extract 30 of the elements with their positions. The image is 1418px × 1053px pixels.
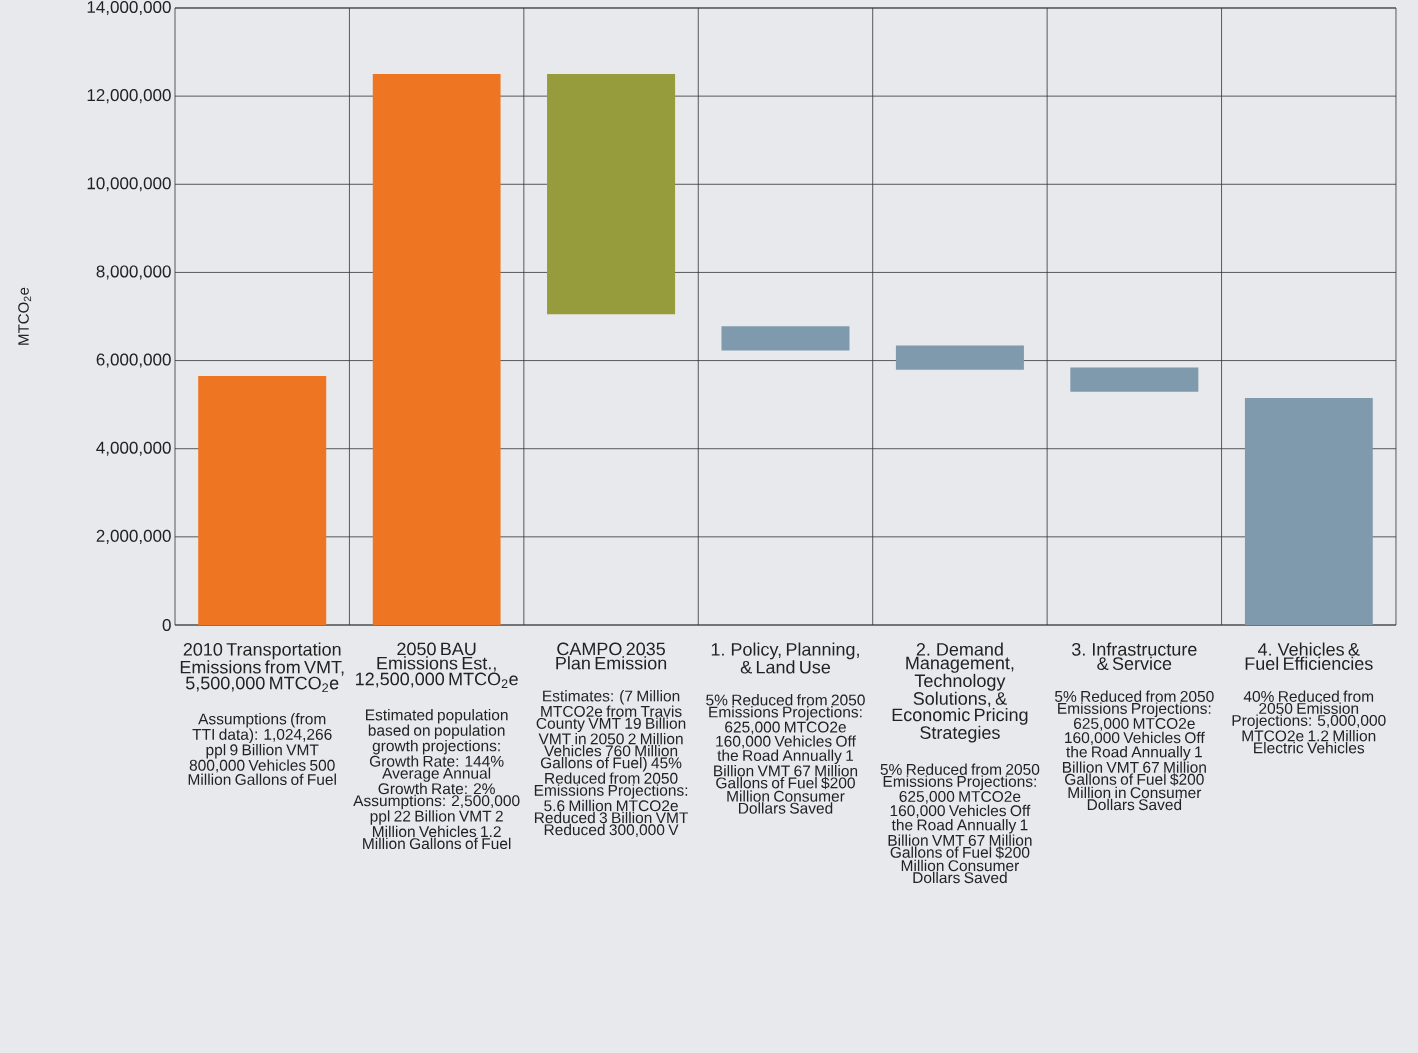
y-tick-label: 10,000,000	[87, 177, 171, 192]
text: 5% Reduced from 2050 Emissions Projections: 625,000 MTCO2e 160,000 Vehicles Off the Road Annually 1 Billion VMT 67 Million Gallons of Fuel $200 Million Consumer Dollars Saved	[880, 763, 1040, 884]
text: Assumptions (from TTI data): 1,024,266 ppl 9 Billion VMT 800,000 Vehicles 500 Million Gallons of Fuel	[188, 713, 336, 786]
y-tick-label: 8,000,000	[96, 265, 171, 280]
x-tick-label: 4. Vehicles & Fuel Efficiencies	[1245, 642, 1373, 670]
y-tick-label: 14,000,000	[87, 0, 171, 16]
x-tick-label: 3. Infrastructure & Service	[1072, 642, 1197, 670]
bar	[372, 74, 501, 625]
text: 40% Reduced from 2050 Emission Projections: 5,000,000 MTCO2e 1.2 Million Electric Vehicles	[1232, 690, 1386, 754]
y-tick-label: 0	[162, 618, 171, 632]
bar	[721, 326, 850, 351]
text: Estimates: (7 Million MTCO2e from Travis County VMT 19 Billion VMT in 2050 2 Million Vehicles 760 Million Gallons of Fuel) 45% Reduced from 2050 Emissions Projections: 5.6 Million MTCO2e Reduced 3 Billion VMT Reduced 300,000 V	[534, 690, 689, 838]
text: Estimated population based on population growth projections: Growth Rate: 144% Average Annual Growth Rate: 2% Assumptions: 2,500,000 ppl 22 Billion VMT 2 Million Vehicles 1.2 Million Gallons of Fuel	[353, 709, 520, 850]
bar	[895, 345, 1024, 370]
x-tick-label: 1. Policy, Planning, & Land Use	[711, 642, 859, 674]
bar	[1070, 367, 1199, 392]
text: 5% Reduced from 2050 Emissions Projections: 625,000 MTCO2e 160,000 Vehicles Off the Road Annually 1 Billion VMT 67 Million Gallons of Fuel $200 Million Consumer Dollars Saved	[706, 694, 865, 814]
bar	[198, 375, 327, 625]
x-tick-label: 2010 Transportation Emissions from VMT, 5,500,000 MTCO$_{2}$e	[180, 642, 344, 693]
x-tick-label: CAMPO 2035 Plan Emission	[556, 642, 667, 670]
bar	[547, 74, 676, 315]
bar	[1244, 398, 1373, 625]
y-tick-label: 12,000,000	[87, 89, 171, 104]
x-tick-label: 2050 BAU Emissions Est., 12,500,000 MTCO$_{2}$e	[356, 642, 518, 689]
x-tick-label: 2. Demand Management, Technology Solutions, & Economic Pricing Strategies	[892, 642, 1028, 743]
y-tick-label: 6,000,000	[96, 353, 171, 368]
y-tick-label: 4,000,000	[96, 441, 171, 456]
y-axis-title: MTCO$_{2}$e	[18, 287, 32, 345]
text: 5% Reduced from 2050 Emissions Projections: 625,000 MTCO2e 160,000 Vehicles Off the Road Annually 1 Billion VMT 67 Million Gallons of Fuel $200 Million in Consumer Dollars Saved	[1055, 690, 1214, 811]
y-tick-label: 2,000,000	[96, 529, 171, 544]
